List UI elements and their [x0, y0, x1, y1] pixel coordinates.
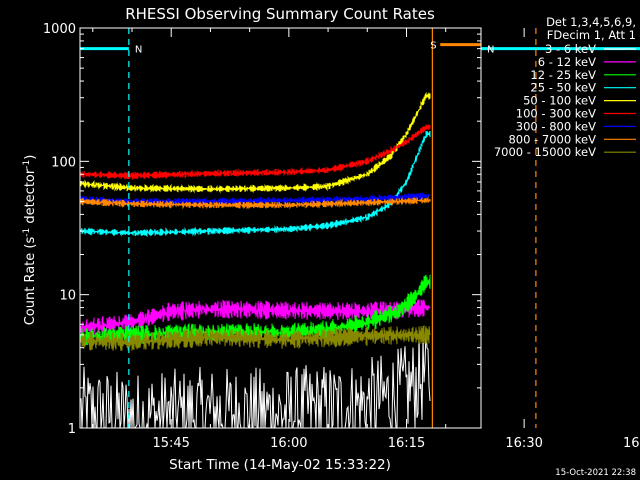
- y-label-part: detector: [23, 168, 38, 228]
- y-label-sup: -1: [22, 160, 32, 169]
- series-line-8: [80, 324, 431, 351]
- series-line-5: [80, 124, 431, 181]
- legend-entry-label: 25 - 50 keV: [530, 81, 596, 95]
- legend-header: Det 1,3,4,5,6,9,: [546, 15, 636, 29]
- legend-entry-label: 7000 - 15000 keV: [494, 145, 596, 159]
- x-tick-label: 16:30: [505, 436, 542, 451]
- legend-entry-label: 3 - 6 keV: [545, 42, 596, 56]
- y-tick-label: 10: [59, 289, 76, 304]
- legend-entry-label: 300 - 800 keV: [516, 119, 596, 133]
- x-tick-label: 16:00: [270, 436, 307, 451]
- series-layer: [80, 91, 431, 428]
- series-line-0: [80, 330, 431, 428]
- flag-label-1: N: [487, 45, 494, 56]
- series-line-1: [80, 299, 431, 337]
- y-tick-label: 1000: [43, 22, 76, 37]
- x-tick-label: 16:15: [388, 436, 425, 451]
- footer-timestamp: 15-Oct-2021 22:38: [555, 468, 636, 478]
- flag-label-2: S: [430, 41, 436, 52]
- legend-entry-label: 800 - 7000 keV: [508, 132, 596, 146]
- y-label-sup: -1: [22, 228, 32, 237]
- y-label-part: ): [23, 155, 38, 160]
- y-tick-label: 1: [68, 422, 76, 437]
- legend-entry-label: 50 - 100 keV: [523, 94, 596, 108]
- y-tick-label: 100: [51, 155, 76, 170]
- legend-entry-label: 6 - 12 keV: [538, 55, 596, 69]
- x-axis-label: Start Time (14-May-02 15:33:22): [169, 457, 391, 473]
- flag-label-0: N: [135, 45, 142, 56]
- series-line-4: [80, 91, 431, 194]
- legend-entry-label: 12 - 25 keV: [530, 68, 596, 82]
- plot-frame: [79, 27, 482, 429]
- x-tick-label: 16:45: [623, 436, 640, 451]
- y-axis-label: Count Rate (s-1 detector-1): [22, 155, 38, 326]
- legend-entry-label: 100 - 300 keV: [516, 107, 596, 121]
- chart-title: RHESSI Observing Summary Count Rates: [125, 5, 435, 23]
- y-label-part: Count Rate (s: [23, 237, 38, 326]
- x-tick-label: 15:45: [152, 436, 189, 451]
- legend-header: FDecim 1, Att 1: [547, 28, 636, 42]
- series-line-7: [80, 196, 431, 210]
- series-line-3: [80, 130, 431, 238]
- legend: Det 1,3,4,5,6,9,FDecim 1, Att 13 - 6 keV…: [494, 15, 636, 159]
